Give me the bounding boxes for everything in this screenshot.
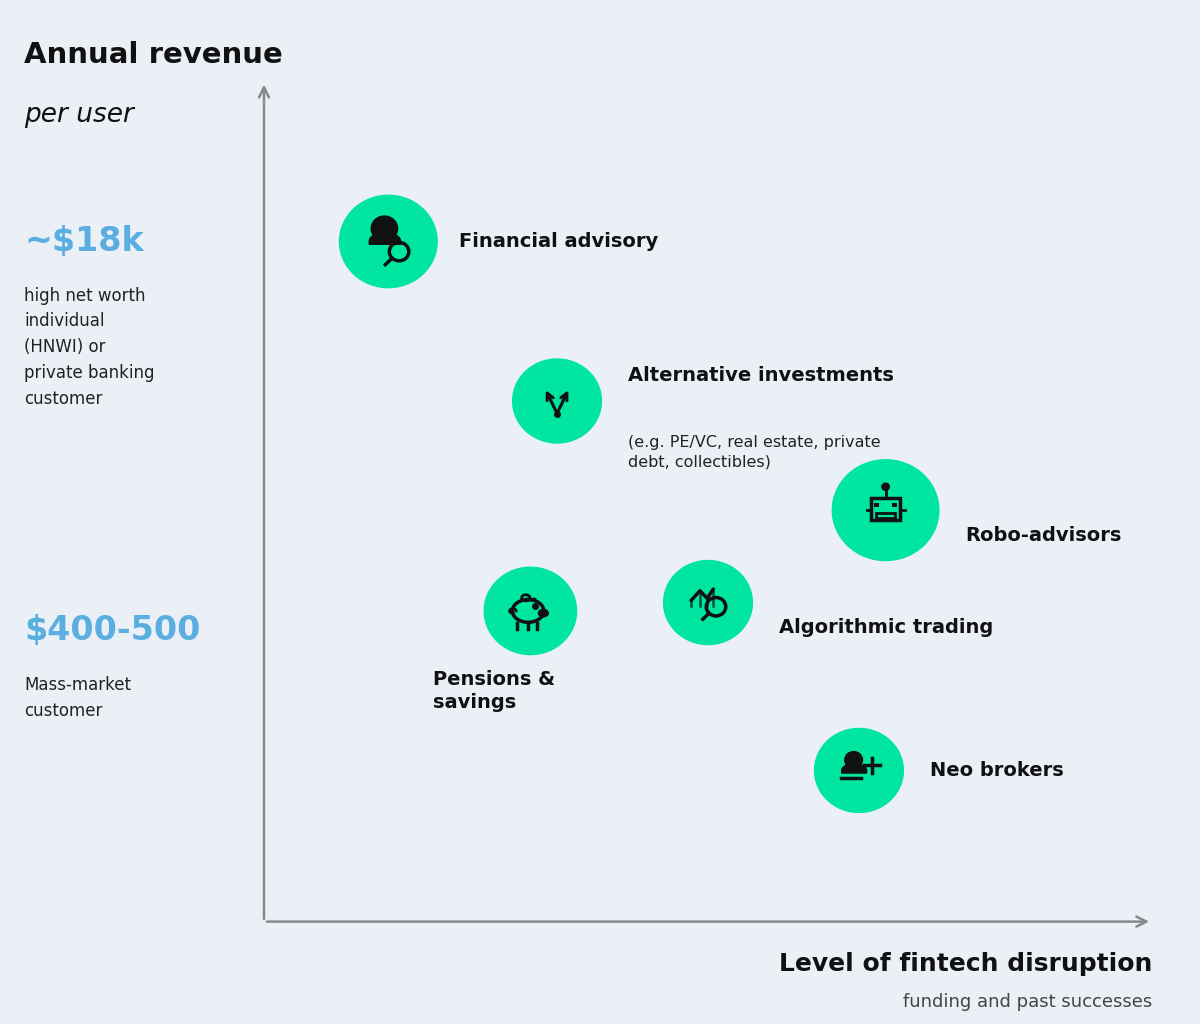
Text: Pensions &
savings: Pensions & savings <box>433 670 554 713</box>
Text: Neo brokers: Neo brokers <box>930 761 1063 780</box>
Circle shape <box>833 460 938 560</box>
Circle shape <box>815 728 904 812</box>
Circle shape <box>845 752 863 768</box>
FancyBboxPatch shape <box>893 503 898 507</box>
Circle shape <box>371 216 397 241</box>
Circle shape <box>485 567 576 654</box>
Circle shape <box>340 196 437 288</box>
Text: Alternative investments: Alternative investments <box>628 367 894 385</box>
Text: Annual revenue: Annual revenue <box>24 41 283 69</box>
Circle shape <box>664 560 752 644</box>
Circle shape <box>882 483 889 490</box>
Text: ~$18k: ~$18k <box>24 225 144 258</box>
Text: Mass-market
customer: Mass-market customer <box>24 676 131 720</box>
Circle shape <box>512 359 601 443</box>
Text: Robo-advisors: Robo-advisors <box>966 526 1122 545</box>
Text: Algorithmic trading: Algorithmic trading <box>779 618 994 637</box>
FancyBboxPatch shape <box>874 503 878 507</box>
Text: funding and past successes: funding and past successes <box>902 993 1152 1012</box>
Text: $400-500: $400-500 <box>24 614 200 647</box>
Text: per user: per user <box>24 102 134 128</box>
Text: Financial advisory: Financial advisory <box>460 232 659 251</box>
Text: high net worth
individual
(HNWI) or
private banking
customer: high net worth individual (HNWI) or priv… <box>24 287 155 408</box>
Text: Level of fintech disruption: Level of fintech disruption <box>779 952 1152 976</box>
Text: (e.g. PE/VC, real estate, private
debt, collectibles): (e.g. PE/VC, real estate, private debt, … <box>628 434 881 469</box>
